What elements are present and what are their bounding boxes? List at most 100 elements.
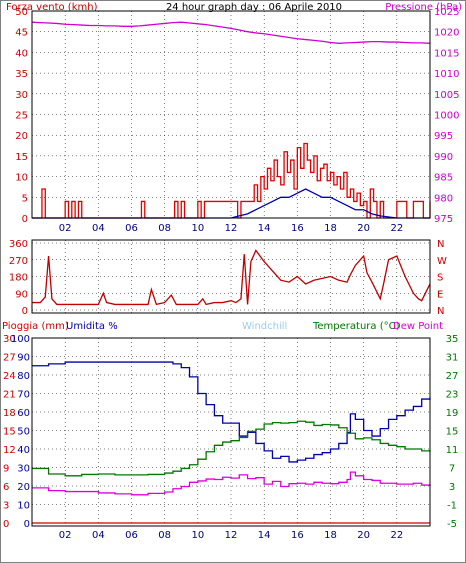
x-tick-label: 08 (158, 223, 171, 234)
rain-y-tick-label: 9 (3, 464, 9, 475)
humidity-y-tick-label: 10 (17, 501, 30, 512)
gust-series-line (32, 142, 431, 219)
compass-label: N (437, 306, 444, 317)
rain-y-tick-label: 6 (3, 482, 9, 493)
wind-y-tick-label: 15 (15, 152, 28, 163)
rain-y-ticks: 0 3 6 9 12 15 18 21 24 27 30 (3, 334, 16, 530)
direction-plot-border (31, 239, 431, 314)
pressure-y-tick-label: 975 (434, 214, 453, 225)
x-tick-label: 12 (225, 223, 238, 234)
temperature-y-tick-label: 23 (446, 390, 459, 401)
wind-y-tick-label: 25 (15, 111, 28, 122)
x-tick-label: 22 (390, 530, 403, 541)
temperature-y-tick-label: 35 (446, 334, 459, 345)
wind-y-tick-label: 30 (15, 90, 28, 101)
compass-label: S (437, 273, 443, 284)
direction-y-tick-label: 360 (9, 239, 28, 250)
top-x-ticks: 02 04 06 08 10 12 14 16 18 20 22 (59, 223, 403, 234)
compass-label: E (437, 289, 443, 300)
x-tick-label: 06 (125, 223, 138, 234)
direction-grid (32, 240, 430, 313)
rain-y-tick-label: 15 (3, 427, 16, 438)
dewpoint-series-line (32, 471, 431, 496)
compass-label: N (437, 239, 444, 250)
bottom-grid (32, 337, 430, 526)
temperature-series-line (32, 420, 431, 477)
x-tick-label: 04 (92, 530, 105, 541)
pressure-y-tick-label: 990 (434, 152, 453, 163)
x-tick-label: 08 (158, 530, 171, 541)
temperature-y-tick-label: 19 (446, 408, 459, 419)
humidity-y-tick-label: 70 (17, 390, 30, 401)
humidity-y-tick-label: 60 (17, 408, 30, 419)
pressure-y-tick-label: 980 (434, 193, 453, 204)
humidity-series-line (32, 361, 431, 463)
windchill-axis-label: Windchill (242, 321, 287, 332)
temperature-y-tick-label: -1 (447, 501, 457, 512)
x-tick-label: 04 (92, 223, 105, 234)
pressure-y-tick-label: 1010 (434, 69, 459, 80)
wind-y-tick-label: 10 (15, 173, 28, 184)
rain-y-tick-label: 27 (3, 353, 16, 364)
x-tick-label: 10 (191, 223, 204, 234)
wind-axis-label: Forza vento (kmh) (6, 2, 98, 13)
x-tick-label: 20 (357, 530, 370, 541)
wind-y-ticks: 0 5 10 15 20 25 30 35 40 45 50 (15, 7, 28, 225)
x-tick-label: 14 (258, 223, 271, 234)
pressure-y-tick-label: 995 (434, 131, 453, 142)
rain-axis-label: Pioggia (mm) (2, 321, 69, 332)
wind-y-tick-label: 45 (15, 28, 28, 39)
humidity-y-tick-label: 0 (24, 519, 30, 530)
x-tick-label: 06 (125, 530, 138, 541)
temperature-y-tick-label: -5 (447, 519, 457, 530)
direction-y-ticks: 0 90 180 270 360 (9, 239, 28, 317)
bottom-plot-border (31, 337, 431, 527)
wind-y-tick-label: 40 (15, 48, 28, 59)
temperature-y-tick-label: 3 (449, 482, 455, 493)
rain-y-tick-label: 12 (3, 445, 16, 456)
wind-y-tick-label: 5 (22, 193, 28, 204)
x-tick-label: 02 (59, 530, 72, 541)
pressure-y-tick-label: 1020 (434, 28, 459, 39)
humidity-y-tick-label: 50 (17, 427, 30, 438)
x-tick-label: 16 (291, 530, 304, 541)
humidity-y-tick-label: 20 (17, 482, 30, 493)
direction-y-tick-label: 90 (15, 289, 28, 300)
wind-y-tick-label: 35 (15, 69, 28, 80)
wind-pressure-panel: Forza vento (kmh) 24 hour graph day : 06… (6, 2, 462, 234)
graph-title: 24 hour graph day : 06 Aprile 2010 (166, 2, 342, 13)
temperature-y-ticks: -5 -1 3 7 11 15 19 23 27 31 35 (446, 334, 459, 530)
pressure-y-tick-label: 1025 (434, 7, 459, 18)
direction-y-tick-label: 270 (9, 256, 28, 267)
pressure-y-tick-label: 1015 (434, 48, 459, 59)
rain-y-tick-label: 24 (3, 371, 16, 382)
temperature-y-tick-label: 27 (446, 371, 459, 382)
humidity-y-ticks: 0 10 20 30 40 50 60 70 80 90 100 (11, 334, 30, 530)
rain-y-tick-label: 3 (3, 501, 9, 512)
x-tick-label: 16 (291, 223, 304, 234)
x-tick-label: 18 (324, 530, 337, 541)
x-tick-label: 14 (258, 530, 271, 541)
wind-y-tick-label: 0 (22, 214, 28, 225)
bottom-x-ticks: 02 04 06 08 10 12 14 16 18 20 22 (59, 530, 403, 541)
dewpoint-axis-label: Dew Point (393, 321, 443, 332)
direction-y-tick-label: 180 (9, 273, 28, 284)
x-tick-label: 10 (191, 530, 204, 541)
compass-label: W (437, 256, 447, 267)
rain-y-tick-label: 21 (3, 390, 16, 401)
rain-y-tick-label: 18 (3, 408, 16, 419)
x-tick-label: 20 (357, 223, 370, 234)
humidity-y-tick-label: 90 (17, 353, 30, 364)
wind-y-tick-label: 20 (15, 131, 28, 142)
pressure-series-line (31, 21, 431, 44)
rain-y-tick-label: 0 (3, 519, 9, 530)
temperature-y-tick-label: 11 (446, 445, 459, 456)
humidity-y-tick-label: 30 (17, 464, 30, 475)
pressure-y-tick-label: 1000 (434, 111, 459, 122)
humidity-y-tick-label: 100 (11, 334, 30, 345)
temperature-y-tick-label: 31 (446, 353, 459, 364)
x-tick-label: 12 (225, 530, 238, 541)
temperature-axis-label: Temperatura (°C) (312, 321, 400, 332)
